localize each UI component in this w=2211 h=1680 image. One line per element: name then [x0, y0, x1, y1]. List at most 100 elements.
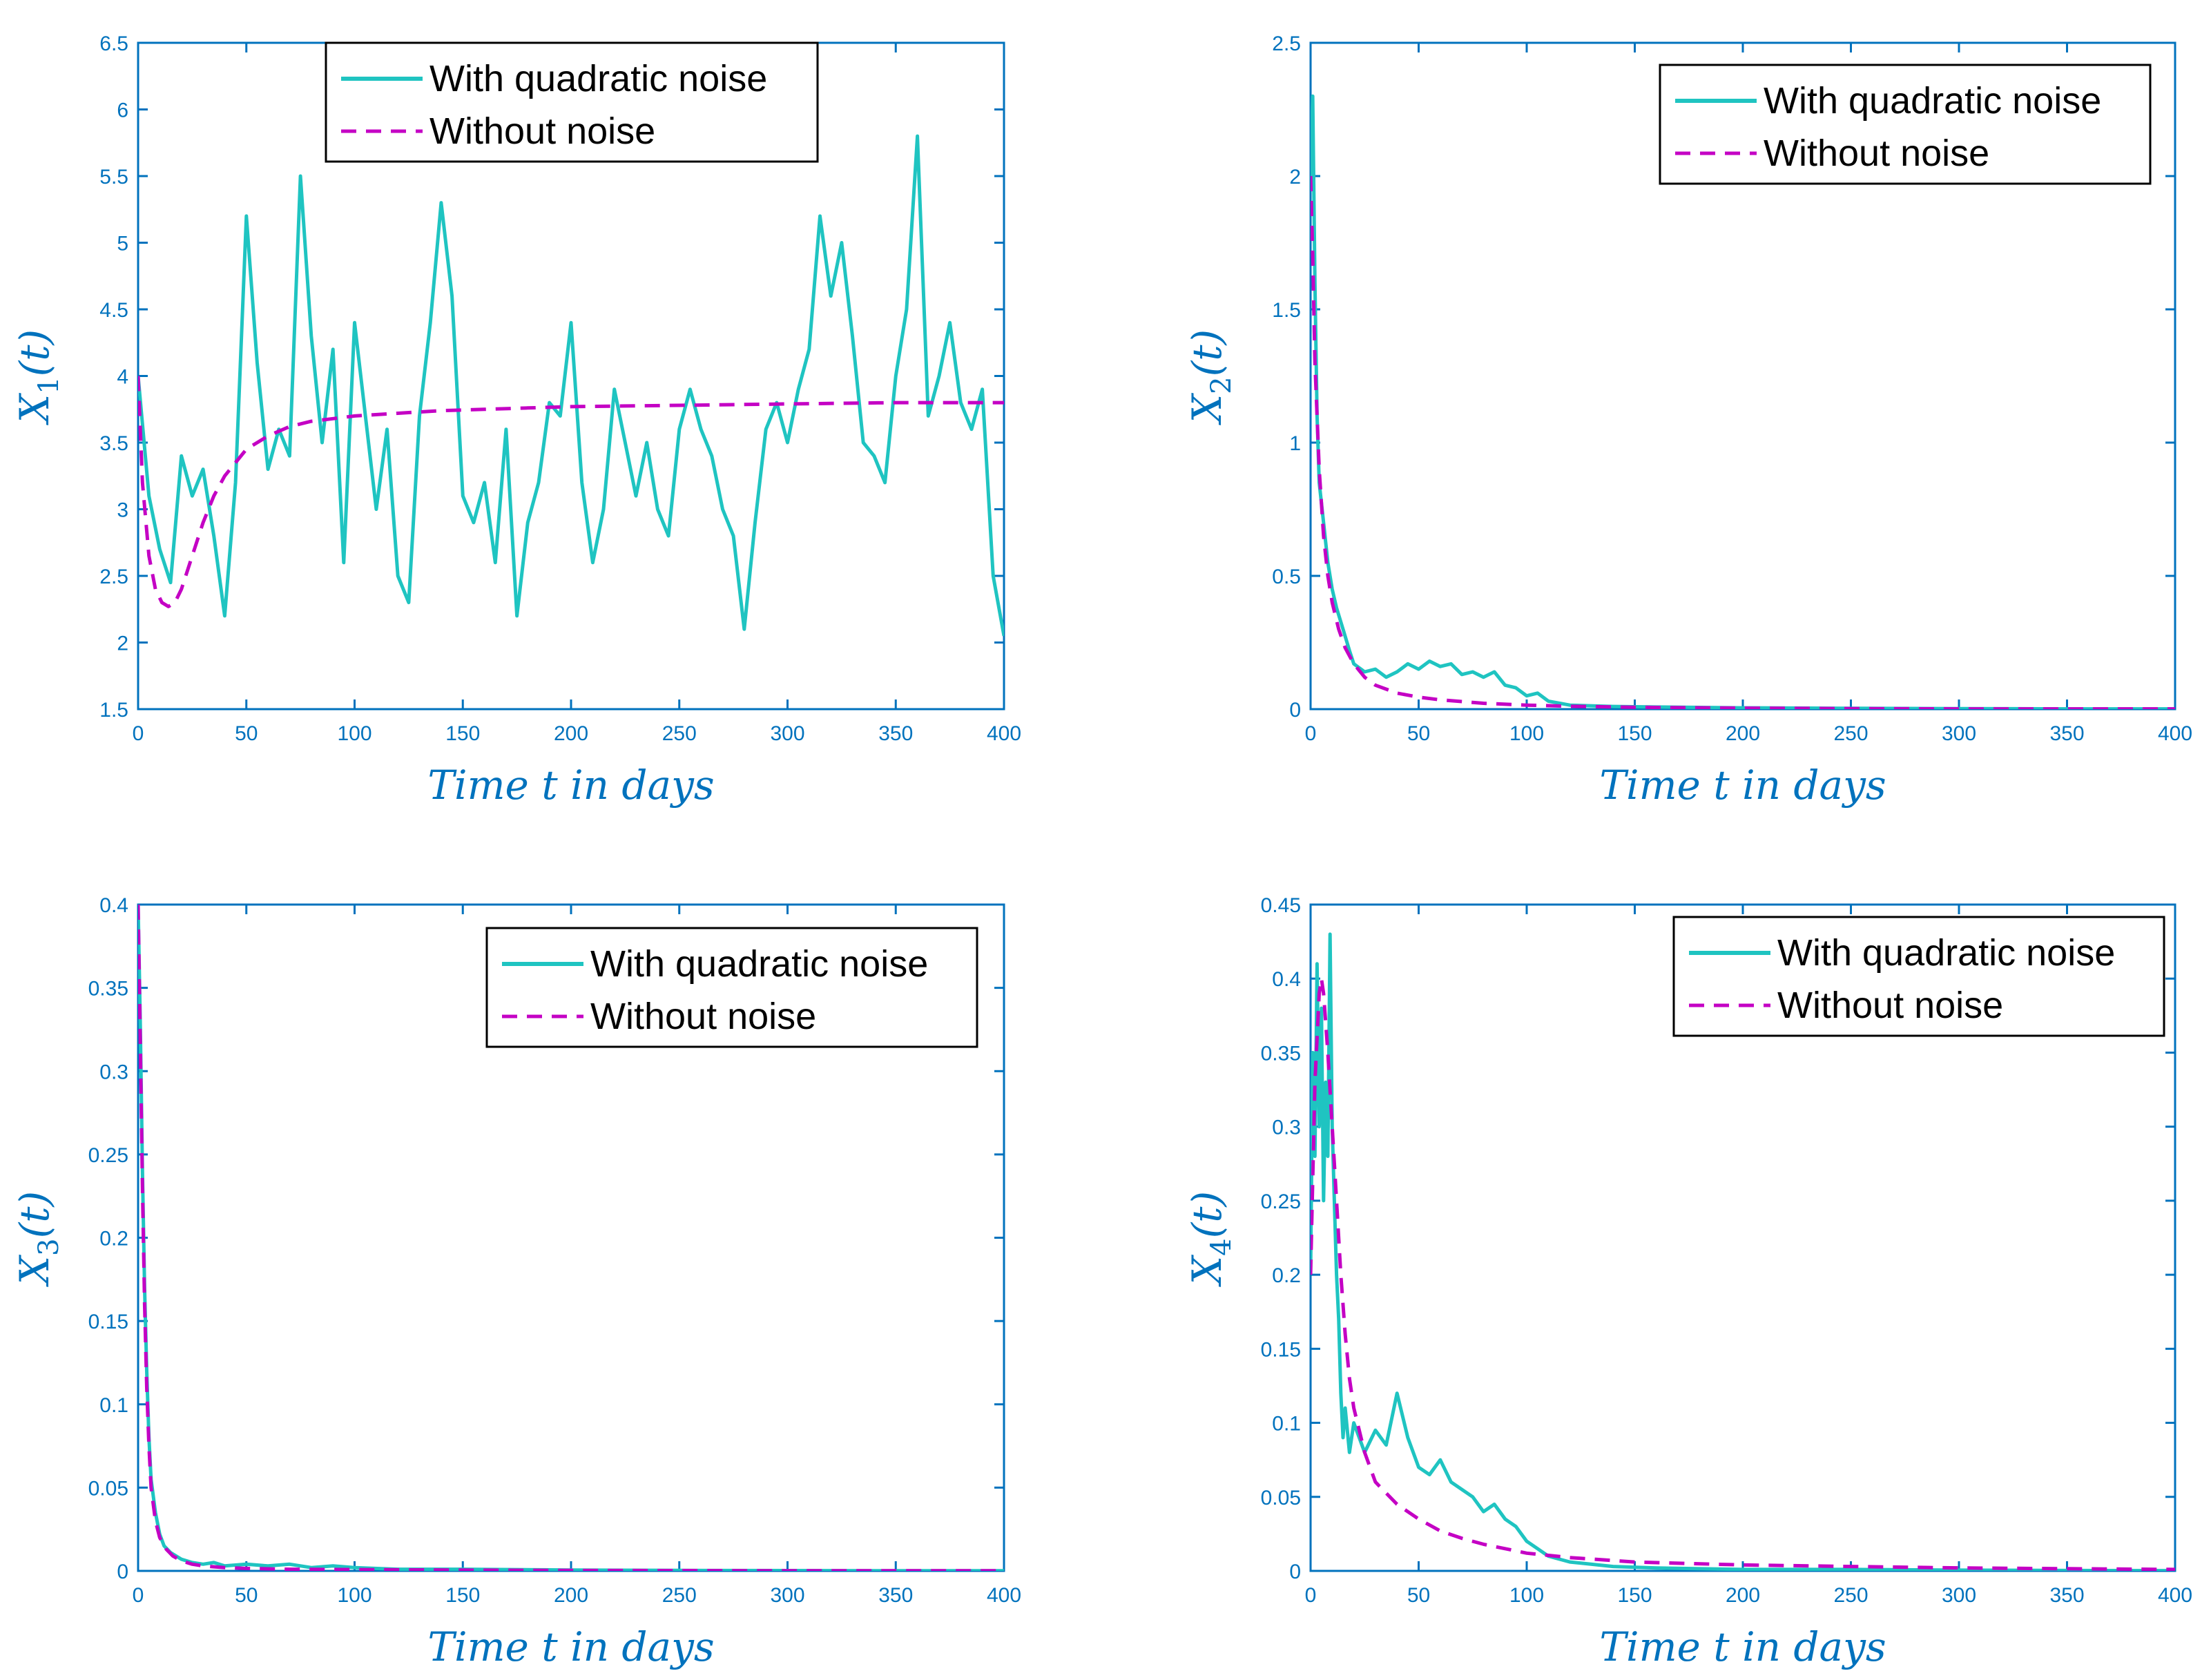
y-axis-label-sub: 4 — [1206, 1238, 1237, 1255]
y-tick-label: 0.2 — [1272, 1264, 1301, 1287]
legend: With quadratic noise Without noise — [325, 41, 819, 163]
x-axis-label: Time t in days — [1599, 1623, 1886, 1670]
x-tick-label: 350 — [2049, 722, 2084, 745]
y-tick-label: 2.5 — [1272, 32, 1301, 55]
y-axis-label-main: X — [1184, 392, 1230, 425]
y-axis-label-sub: 2 — [1206, 376, 1237, 394]
legend-label-noise: With quadratic noise — [1777, 932, 2115, 974]
x-tick-label: 250 — [1833, 1584, 1868, 1607]
x-tick-label: 300 — [770, 1584, 804, 1607]
chart-panel-x4: 0 50 100 150 200 250 300 350 400 0 0.05 0.1 0.15 0.2 0… — [1184, 894, 2192, 1670]
x-tick-label: 400 — [2158, 722, 2192, 745]
y-axis-label-tail: (t) — [11, 1191, 58, 1239]
y-tick-label: 0.2 — [99, 1228, 128, 1251]
series-without-noise-line — [1311, 175, 2175, 709]
x-tick-label: 0 — [133, 1584, 144, 1607]
y-tick-label: 0.35 — [1261, 1042, 1301, 1065]
y-tick-label: 6.5 — [99, 32, 128, 55]
x-tick-label: 50 — [235, 1584, 258, 1607]
series-without-noise-line — [1311, 976, 2175, 1571]
x-tick-label: 250 — [1833, 722, 1868, 745]
legend-label-noise: With quadratic noise — [590, 943, 928, 985]
y-axis-label: X4(t) — [1184, 1191, 1237, 1287]
x-tick-label: 300 — [1942, 722, 1976, 745]
legend-label-noise: With quadratic noise — [1764, 80, 2101, 122]
series-with-noise-line — [1311, 932, 2175, 1571]
x-tick-label: 150 — [1617, 1584, 1652, 1607]
y-tick-label: 0.25 — [88, 1144, 128, 1167]
legend-label-noise: With quadratic noise — [429, 58, 767, 99]
x-tick-label: 350 — [878, 722, 913, 745]
y-axis-label: X3(t) — [11, 1191, 65, 1287]
series-without-noise-line — [138, 376, 1004, 608]
chart-panel-x2: 0 50 100 150 200 250 300 350 400 0 0.5 1 1.5 2 2.5 Time… — [1184, 32, 2192, 809]
y-tick-label: 0.15 — [1261, 1338, 1301, 1361]
legend-box — [1672, 916, 2165, 1037]
x-tick-label: 150 — [1617, 722, 1652, 745]
x-tick-label: 200 — [554, 1584, 588, 1607]
y-tick-label: 1.5 — [1272, 299, 1301, 322]
x-tick-label: 0 — [133, 722, 144, 745]
series-without-noise-line — [138, 905, 1004, 1571]
y-axis-label-main: X — [11, 1254, 58, 1287]
y-tick-label: 2 — [117, 633, 128, 655]
x-tick-label: 200 — [1726, 722, 1760, 745]
y-tick-label: 5.5 — [99, 166, 128, 189]
legend-label-without-noise: Without noise — [429, 110, 655, 152]
y-tick-label: 3 — [117, 499, 128, 522]
y-tick-label: 0.1 — [1272, 1413, 1301, 1436]
x-tick-label: 50 — [1407, 1584, 1430, 1607]
x-tick-label: 50 — [1407, 722, 1430, 745]
x-tick-label: 50 — [235, 722, 258, 745]
y-tick-label: 0.3 — [1272, 1117, 1301, 1139]
y-axis-label: X2(t) — [1184, 329, 1237, 425]
x-tick-label: 0 — [1305, 722, 1317, 745]
chart-panel-x3: 0 50 100 150 200 250 300 350 400 0 0.05 0.1 0.15 0.2 0… — [11, 894, 1021, 1670]
x-axis-label: Time t in days — [427, 762, 714, 809]
legend: With quadratic noise Without noise — [1659, 64, 2152, 185]
series-with-noise-line — [138, 134, 1004, 637]
y-tick-label: 0.15 — [88, 1311, 128, 1333]
x-tick-label: 100 — [1509, 722, 1544, 745]
legend-label-without-noise: Without noise — [1764, 133, 1989, 174]
y-axis-label-tail: (t) — [1184, 329, 1230, 377]
y-tick-label: 2 — [1289, 166, 1301, 189]
x-tick-label: 0 — [1305, 1584, 1317, 1607]
x-tick-label: 250 — [662, 1584, 697, 1607]
x-tick-label: 150 — [445, 722, 480, 745]
x-tick-label: 100 — [337, 722, 371, 745]
y-tick-label: 1 — [1289, 432, 1301, 455]
x-tick-label: 400 — [2158, 1584, 2192, 1607]
y-axis-label-tail: (t) — [1184, 1191, 1230, 1239]
y-tick-label: 5 — [117, 233, 128, 255]
x-tick-label: 100 — [1509, 1584, 1544, 1607]
x-tick-label: 400 — [987, 722, 1021, 745]
y-tick-label: 1.5 — [99, 699, 128, 722]
x-tick-label: 200 — [554, 722, 588, 745]
y-axis-label-sub: 1 — [33, 376, 65, 394]
y-tick-label: 0.35 — [88, 978, 128, 1001]
y-tick-label: 0.45 — [1261, 894, 1301, 917]
x-tick-label: 250 — [662, 722, 697, 745]
x-tick-label: 350 — [2049, 1584, 2084, 1607]
y-tick-label: 0.25 — [1261, 1190, 1301, 1213]
y-tick-label: 0.3 — [99, 1061, 128, 1083]
y-axis-label-sub: 3 — [33, 1238, 65, 1255]
x-tick-label: 350 — [878, 1584, 913, 1607]
legend-label-without-noise: Without noise — [590, 996, 816, 1037]
y-tick-label: 6 — [117, 99, 128, 122]
legend: With quadratic noise Without noise — [485, 927, 978, 1048]
y-tick-label: 4.5 — [99, 299, 128, 322]
x-axis-label: Time t in days — [427, 1623, 714, 1670]
x-tick-label: 150 — [445, 1584, 480, 1607]
y-tick-label: 2.5 — [99, 566, 128, 588]
series-with-noise-line — [1311, 94, 2175, 709]
legend-box — [1659, 64, 2152, 185]
y-tick-label: 0.05 — [88, 1477, 128, 1500]
chart-panel-x1: 0 50 100 150 200 250 300 350 400 1.5 2 2.5 3 3.5 4 4.5 5… — [11, 32, 1021, 809]
y-tick-label: 0 — [117, 1561, 128, 1583]
y-tick-label: 4 — [117, 366, 128, 389]
x-tick-label: 300 — [1942, 1584, 1976, 1607]
legend: With quadratic noise Without noise — [1672, 916, 2165, 1037]
